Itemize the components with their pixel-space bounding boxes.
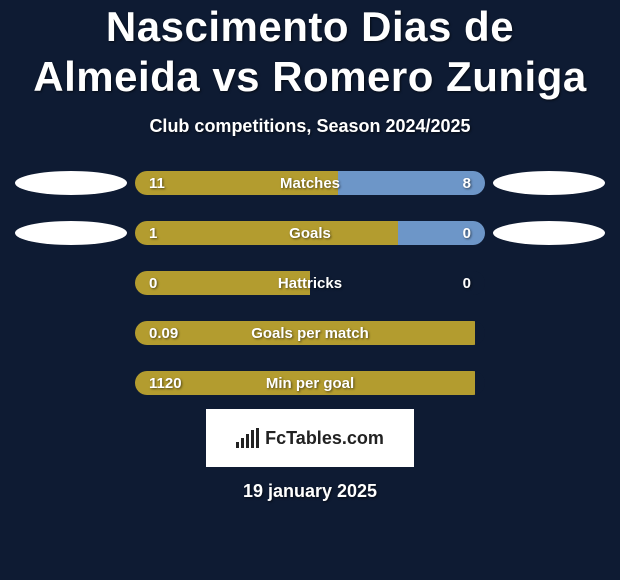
stat-row: 10Goals (9, 221, 611, 245)
stat-row: 0.09Goals per match (9, 321, 611, 345)
right-oval (493, 171, 605, 195)
subtitle: Club competitions, Season 2024/2025 (0, 116, 620, 137)
stat-bar: 1120Min per goal (135, 371, 485, 395)
stats-container: 118Matches 10Goals 00Hattricks 0.09Goals pe… (0, 171, 620, 395)
left-oval-spacer (15, 371, 127, 395)
stat-row: 118Matches (9, 171, 611, 195)
date-label: 19 january 2025 (0, 481, 620, 502)
stat-bar: 0.09Goals per match (135, 321, 485, 345)
right-oval (493, 221, 605, 245)
page-title: Nascimento Dias de Almeida vs Romero Zun… (0, 0, 620, 102)
logo-box: FcTables.com (206, 409, 414, 467)
left-oval (15, 221, 127, 245)
stat-bar: 00Hattricks (135, 271, 485, 295)
left-oval-spacer (15, 321, 127, 345)
right-oval-spacer (493, 271, 605, 295)
left-oval (15, 171, 127, 195)
stat-name: Min per goal (135, 371, 485, 395)
right-oval-spacer (493, 321, 605, 345)
stat-name: Matches (135, 171, 485, 195)
logo-icon (236, 428, 259, 448)
stat-name: Goals (135, 221, 485, 245)
logo-text: FcTables.com (265, 428, 384, 449)
stat-row: 1120Min per goal (9, 371, 611, 395)
stat-row: 00Hattricks (9, 271, 611, 295)
stat-bar: 10Goals (135, 221, 485, 245)
stat-name: Goals per match (135, 321, 485, 345)
stat-name: Hattricks (135, 271, 485, 295)
stat-bar: 118Matches (135, 171, 485, 195)
right-oval-spacer (493, 371, 605, 395)
left-oval-spacer (15, 271, 127, 295)
